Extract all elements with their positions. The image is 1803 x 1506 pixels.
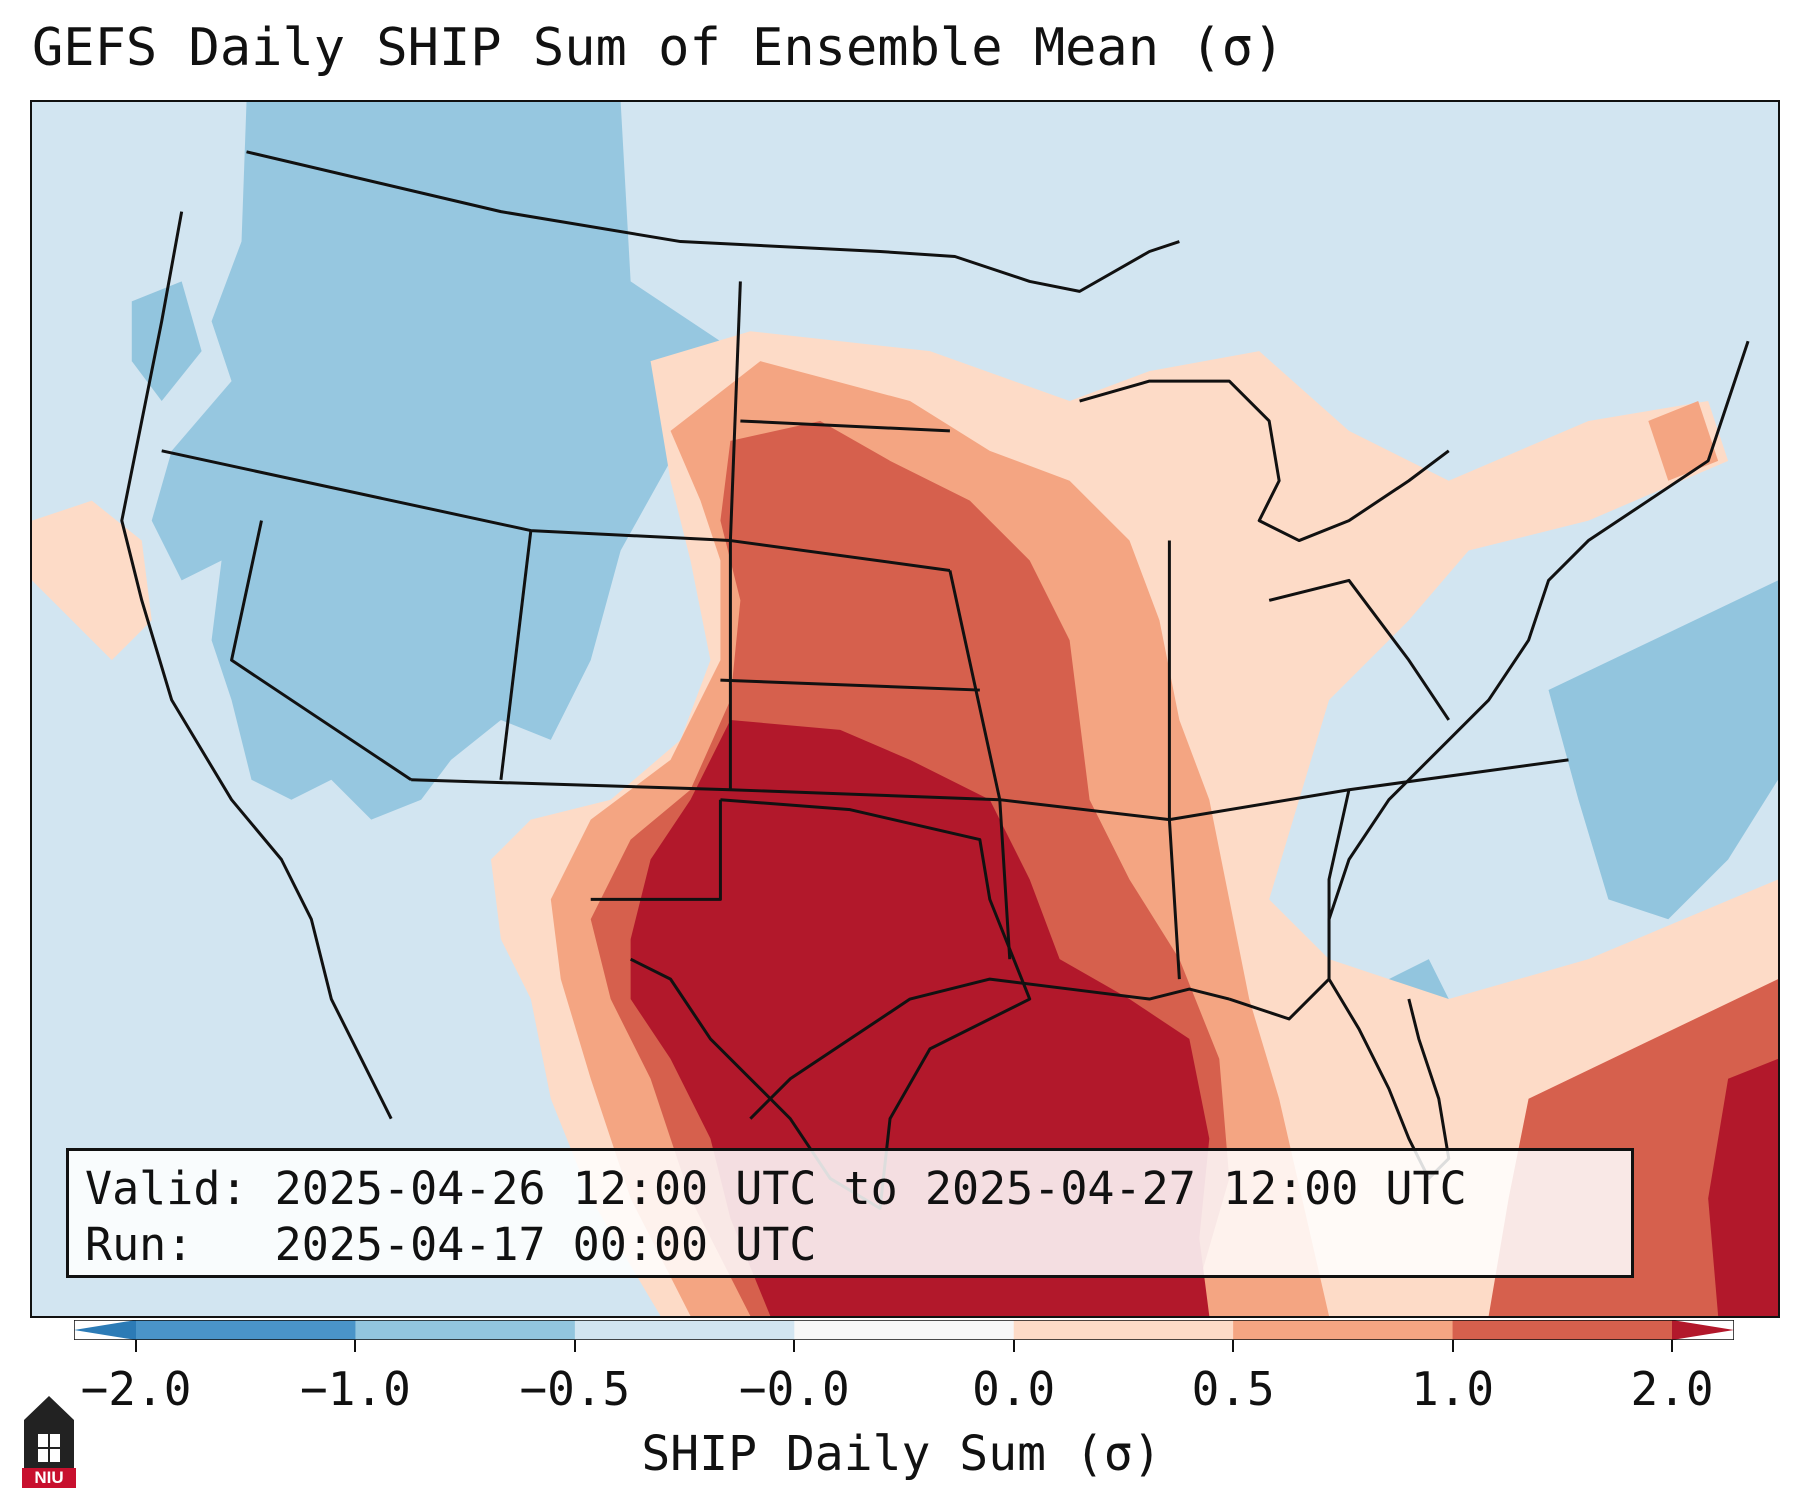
colorbar-label: SHIP Daily Sum (σ)	[641, 1426, 1162, 1482]
state-line-3	[499, 530, 533, 780]
colorbar-tick-label: −1.0	[300, 1362, 411, 1416]
colorbar-segment	[794, 1320, 1015, 1340]
run-time-text: Run: 2025-04-17 00:00 UTC	[85, 1218, 817, 1271]
logo-text: NIU	[34, 1468, 64, 1487]
us-canada-border	[246, 150, 1180, 293]
colorbar-tick-label: −0.5	[519, 1362, 631, 1416]
colorbar-tick-mark	[1671, 1340, 1673, 1352]
map-canvas	[32, 102, 1778, 1316]
colorbar-tick-mark	[1451, 1340, 1454, 1352]
colorbar-tick-mark	[354, 1340, 357, 1352]
colorbar-tick-label: −0.0	[738, 1362, 850, 1416]
run-info-box: Valid: 2025-04-26 12:00 UTC to 2025-04-2…	[66, 1148, 1634, 1278]
colorbar-extend-min	[74, 1320, 136, 1340]
weak-positive-area-ne	[1648, 401, 1719, 481]
colorbar-tick-label: 1.0	[1411, 1362, 1495, 1416]
slight-positive-area-west	[32, 500, 152, 661]
colorbar-segment	[1452, 1320, 1673, 1340]
state-line-7	[728, 281, 742, 541]
colorbar-extend-max	[1672, 1320, 1734, 1340]
colorbar-tick-label: 0.5	[1191, 1362, 1275, 1416]
valid-time-text: Valid: 2025-04-26 12:00 UTC to 2025-04-2…	[85, 1162, 1467, 1215]
colorbar-tick-mark	[1012, 1340, 1015, 1352]
gulf-coast	[749, 977, 1230, 1120]
state-line-1	[161, 449, 951, 572]
colorbar-segment	[355, 1320, 576, 1340]
map-panel	[30, 100, 1780, 1318]
colorbar-tick-mark	[1232, 1340, 1235, 1352]
state-line-12	[1268, 578, 1450, 721]
colorbar	[74, 1320, 1734, 1340]
state-line-6	[230, 520, 412, 782]
state-line-13	[1327, 789, 1351, 980]
boundary-lines	[120, 150, 1750, 1210]
state-line-10	[590, 799, 722, 901]
strong-positive-area-se	[1708, 1058, 1778, 1316]
colorbar-segment	[574, 1320, 795, 1340]
positive-anomaly-areas	[32, 331, 1778, 1316]
colorbar-tick-label: −2.0	[80, 1362, 192, 1416]
niu-logo-icon	[22, 1396, 76, 1488]
colorbar-tick-mark	[573, 1340, 576, 1352]
page-title: GEFS Daily SHIP Sum of Ensemble Mean (σ)	[32, 18, 1285, 78]
west-coast	[120, 211, 393, 1120]
state-line-2	[411, 758, 1569, 822]
colorbar-segment	[1233, 1320, 1454, 1340]
negative-anomaly-areas	[131, 102, 1778, 1089]
colorbar-segment	[136, 1320, 356, 1340]
colorbar-segment	[1013, 1320, 1234, 1340]
state-line-8	[740, 419, 950, 433]
state-line-9	[720, 678, 980, 692]
colorbar-tick-mark	[793, 1340, 796, 1352]
state-line-11	[1167, 540, 1181, 980]
colorbar-tick-mark	[135, 1340, 137, 1352]
state-line-5	[948, 570, 1012, 960]
colorbar-segments	[74, 1320, 1734, 1340]
colorbar-tick-label: 0.0	[972, 1362, 1056, 1416]
great-lakes-outline	[1079, 379, 1450, 543]
colorbar-tick-label: 2.0	[1630, 1362, 1714, 1416]
